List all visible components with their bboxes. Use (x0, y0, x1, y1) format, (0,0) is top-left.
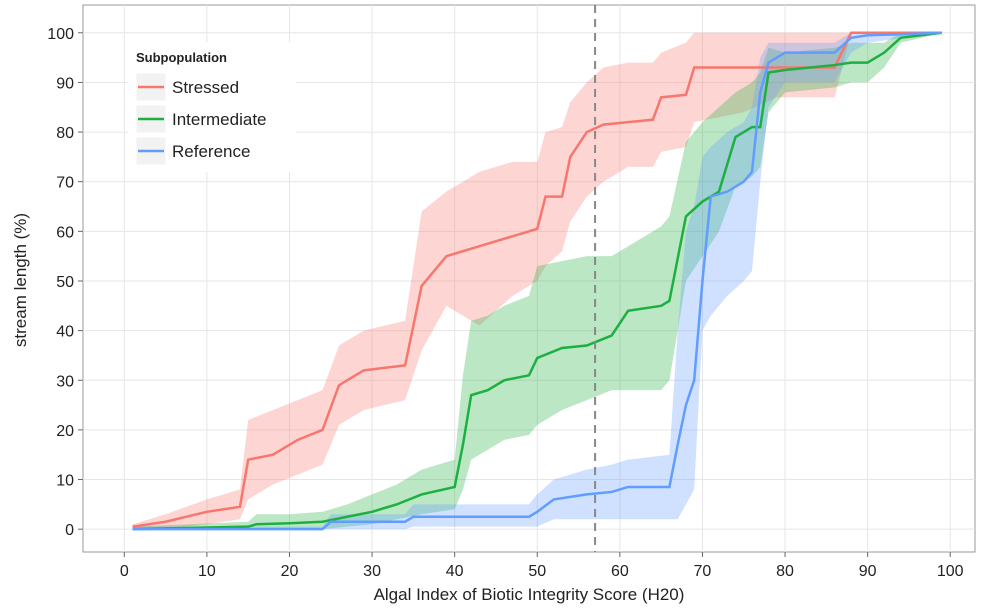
x-tick-label: 30 (363, 563, 381, 580)
confidence-band (132, 32, 942, 530)
y-tick-label: 20 (56, 423, 74, 440)
x-tick-label: 50 (528, 563, 546, 580)
confidence-band (132, 32, 942, 530)
y-tick-label: 40 (56, 324, 74, 341)
x-tick-label: 20 (281, 563, 299, 580)
y-tick-label: 30 (56, 373, 74, 390)
x-axis-title: Algal Index of Biotic Integrity Score (H… (374, 585, 685, 604)
y-tick-label: 90 (56, 75, 74, 92)
y-tick-label: 50 (56, 274, 74, 291)
legend-label: Stressed (172, 78, 239, 97)
legend: Subpopulation Stressed Intermediate Refere… (128, 42, 296, 172)
bands (132, 32, 942, 530)
x-tick-label: 40 (446, 563, 464, 580)
y-axis-title: stream length (%) (11, 213, 30, 347)
legend-label: Intermediate (172, 110, 267, 129)
x-tick-label: 80 (776, 563, 794, 580)
confidence-band (132, 32, 942, 530)
legend-title: Subpopulation (136, 50, 227, 65)
y-tick-label: 0 (65, 522, 74, 539)
y-tick-label: 60 (56, 224, 74, 241)
lines (132, 5, 943, 552)
x-tick-label: 100 (937, 563, 964, 580)
axes: 0 10 20 30 40 50 60 70 80 90 100 0 10 20 30 40 50 60 70 80 9… (47, 26, 963, 580)
x-tick-label: 10 (198, 563, 216, 580)
x-tick-label: 70 (694, 563, 712, 580)
x-tick-label: 90 (859, 563, 877, 580)
y-tick-label: 70 (56, 175, 74, 192)
y-tick-label: 100 (47, 26, 74, 43)
series-line (132, 31, 943, 531)
y-tick-label: 80 (56, 125, 74, 142)
legend-label: Reference (172, 142, 250, 161)
x-tick-label: 60 (611, 563, 629, 580)
series-line (132, 31, 942, 528)
series-line (132, 31, 943, 531)
x-tick-label: 0 (120, 563, 129, 580)
y-tick-label: 10 (56, 473, 74, 490)
